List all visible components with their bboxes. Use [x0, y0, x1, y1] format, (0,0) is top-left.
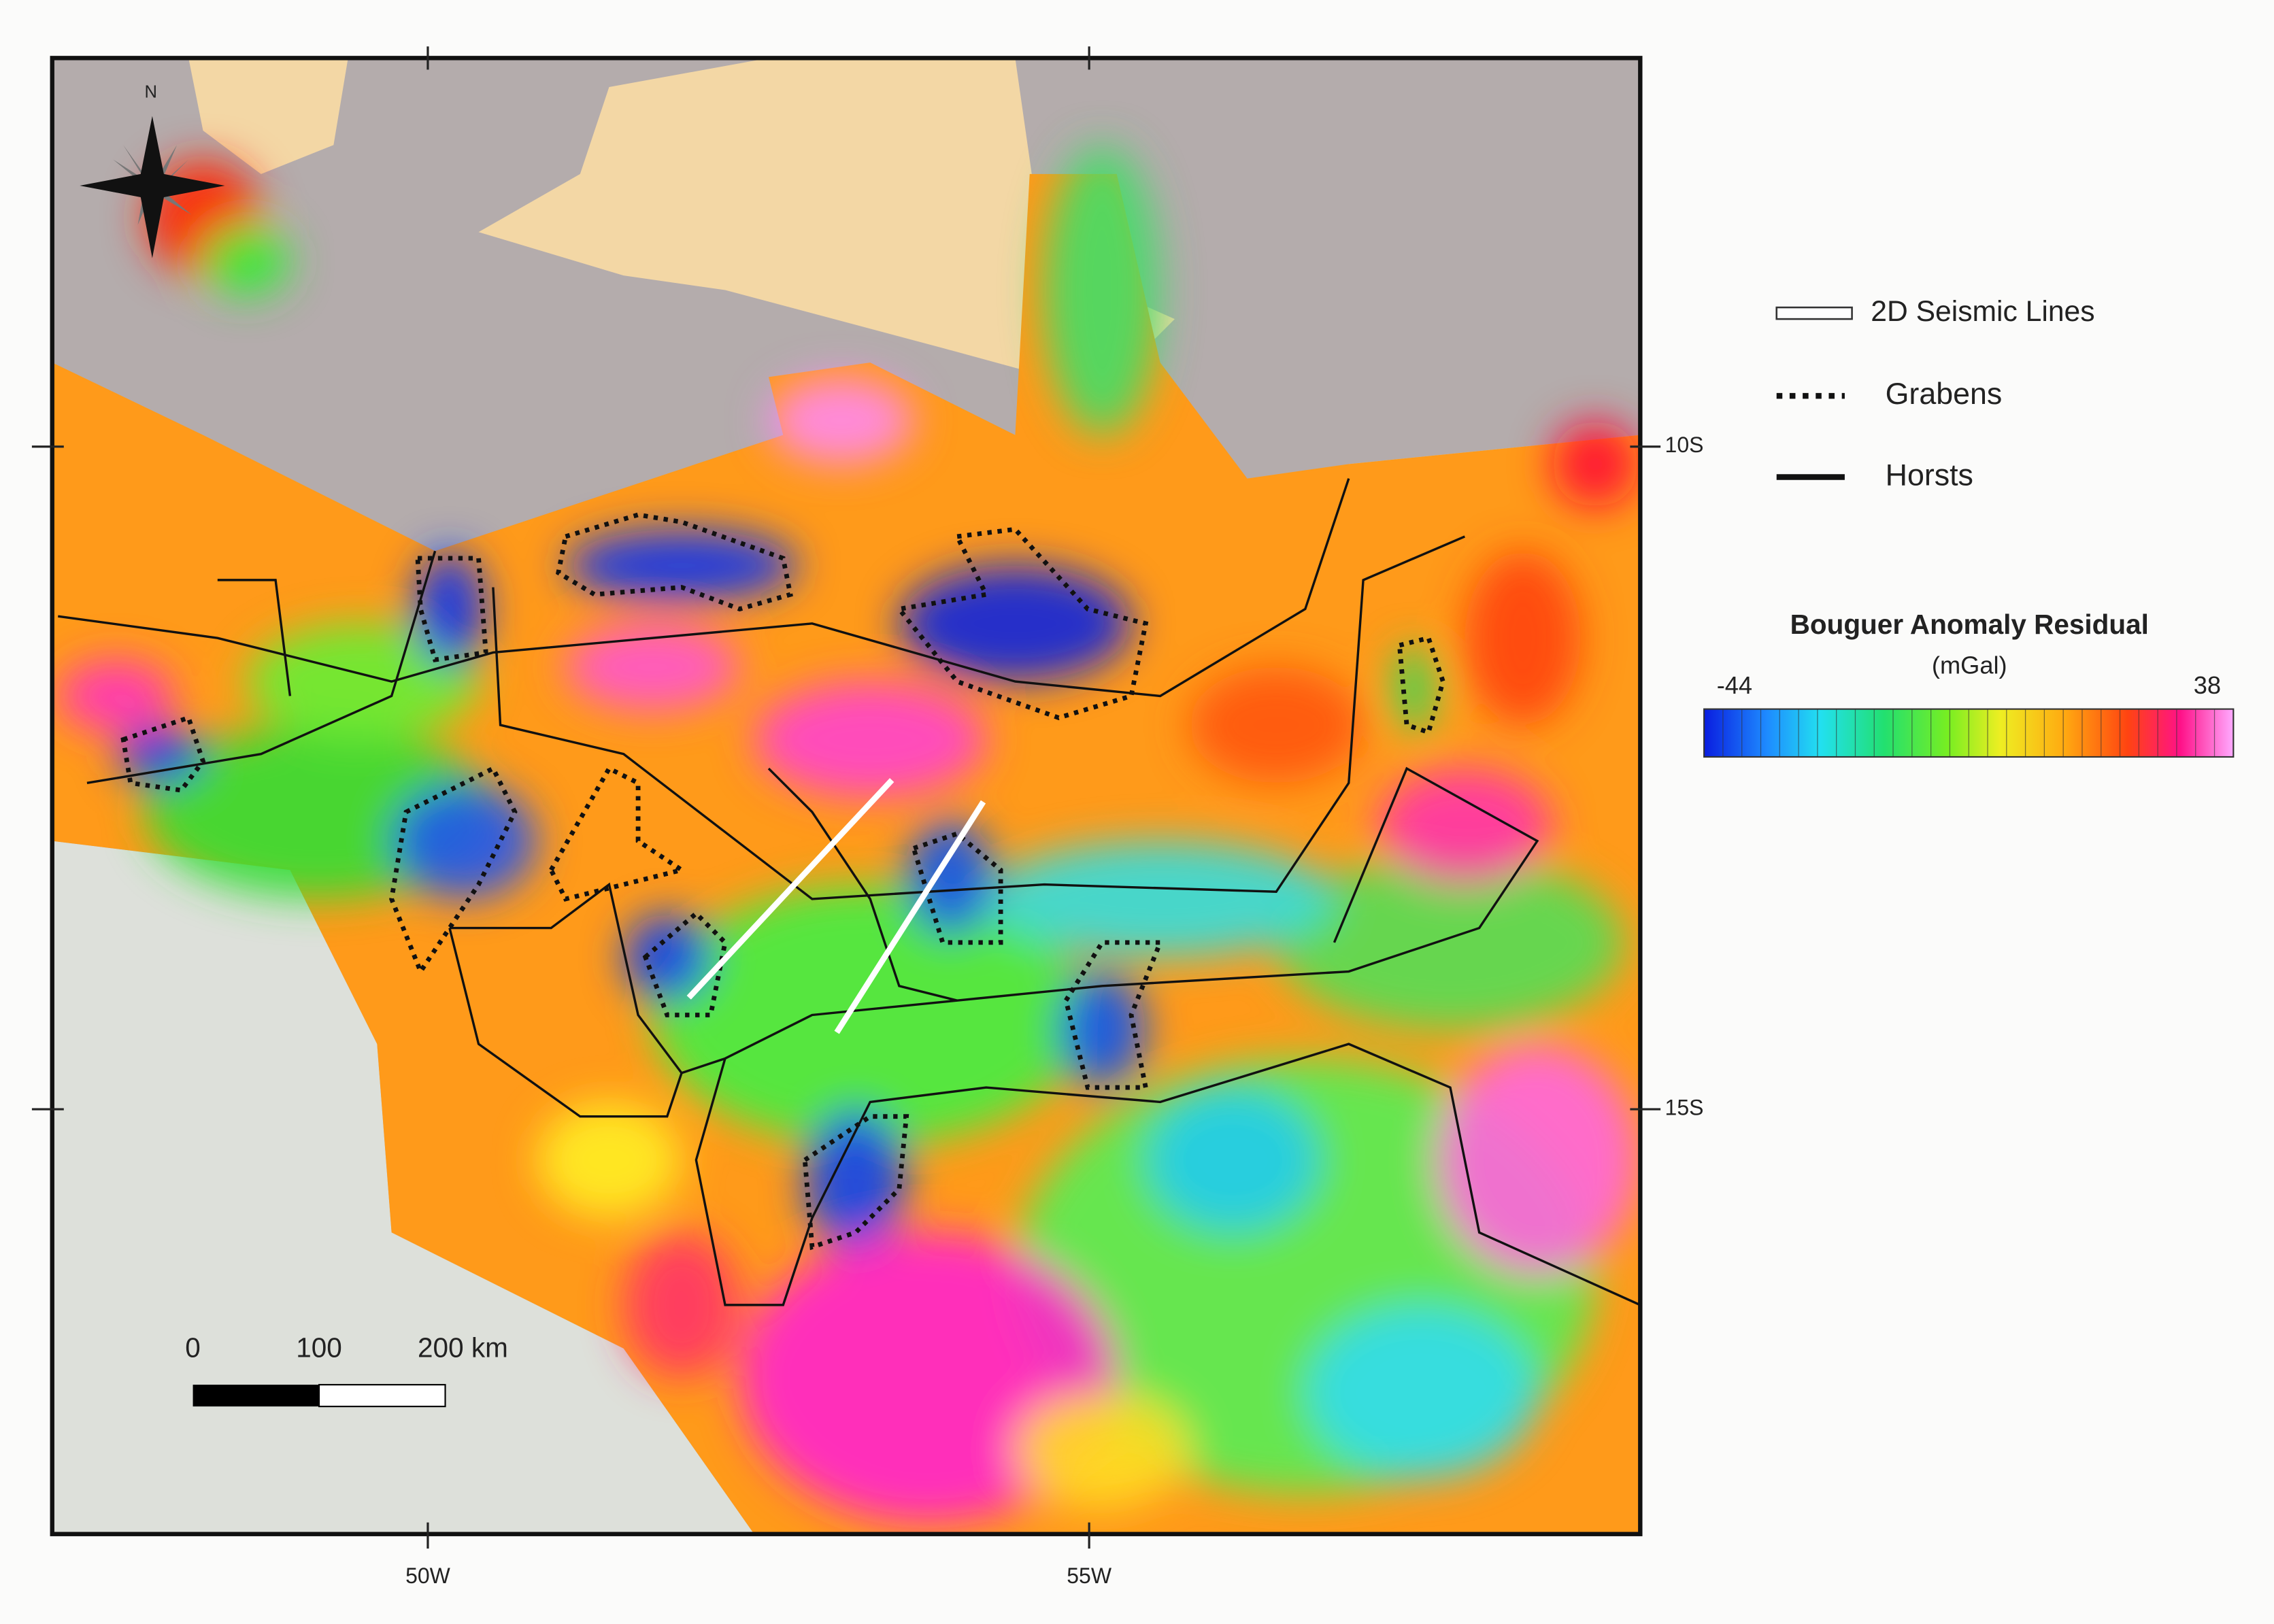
graben [894, 526, 1149, 721]
graben [120, 715, 206, 793]
horst-line [449, 766, 1539, 1075]
anomaly-blob [536, 1102, 682, 1218]
graben [642, 910, 728, 1017]
land-tan [478, 58, 1175, 392]
anomaly-blob [1189, 666, 1364, 783]
anomaly-blob [652, 884, 1088, 1146]
anomaly-blob [1435, 1044, 1639, 1276]
graben [415, 556, 488, 662]
anomaly-blob [58, 660, 174, 732]
scale-label: 100 [296, 1332, 342, 1364]
colorbar-title: Bouguer Anomaly Residual [1790, 609, 2149, 640]
latitude-label: 10S [1665, 433, 1704, 457]
longitude-label: 50W [405, 1563, 451, 1588]
legend-label: Grabens [1886, 377, 2003, 411]
anomaly-blob [986, 841, 1335, 958]
basemap-light [52, 841, 754, 1534]
anomaly-blob [768, 377, 914, 464]
anomaly-blob [899, 565, 1131, 682]
anomaly-pattern [58, 145, 1639, 1523]
anomaly-blob [1015, 1391, 1190, 1508]
north-label: N [144, 82, 156, 101]
colorbar-dividers [1722, 709, 2216, 757]
graben [1063, 940, 1164, 1090]
anomaly-blob [623, 913, 711, 1001]
seismic-line [686, 778, 894, 1000]
scale-label: 200 km [418, 1332, 508, 1364]
legend-label: Horsts [1886, 458, 1973, 492]
north-arrow: N [80, 82, 225, 258]
horst-line [695, 1043, 1641, 1306]
anomaly-blob [246, 623, 479, 740]
legend-label: 2D Seismic Lines [1871, 295, 2094, 328]
grabens [120, 512, 1445, 1251]
anomaly-blob [1465, 551, 1581, 726]
horst-line [217, 579, 292, 696]
seismic-line [834, 800, 986, 1034]
horst-line [767, 767, 958, 1002]
legend: 2D Seismic Lines Grabens Horsts Bouguer … [1703, 295, 2235, 758]
horst-line [492, 535, 1466, 900]
anomaly-blob [754, 681, 986, 798]
horsts [58, 478, 1641, 1306]
horst-line [58, 478, 1350, 698]
anomaly-blob [1305, 1304, 1537, 1479]
scale-bar: 0 100 200 km [185, 1332, 508, 1408]
graticule-ticks [31, 46, 1661, 1549]
scale-segment [193, 1385, 320, 1407]
anomaly-blob [116, 725, 203, 783]
anomaly-blob [1044, 145, 1160, 435]
graben [389, 765, 518, 977]
horst-line [448, 928, 683, 1118]
longitude-label: 55W [1067, 1563, 1112, 1588]
anomaly-blob [805, 1109, 907, 1255]
colorbar-max: 38 [2194, 671, 2221, 699]
map-area [52, 58, 1641, 1534]
anomaly-blob [1276, 855, 1624, 1030]
anomaly-blob [391, 783, 537, 899]
anomaly-blob [1552, 420, 1639, 508]
anomaly-blob [565, 623, 740, 711]
seismic-lines [686, 778, 986, 1034]
colorbar-unit: (mGal) [1932, 651, 2007, 679]
horst-line [86, 550, 437, 785]
legend-seismic-symbol [1775, 306, 1853, 320]
anomaly-blob [203, 224, 290, 298]
graben [548, 765, 688, 902]
map-frame [50, 56, 1643, 1536]
land-tan [188, 58, 348, 174]
graben [802, 1114, 909, 1251]
anomaly-blob [565, 529, 798, 602]
north-arrow-star [80, 116, 225, 258]
scale-label: 0 [185, 1332, 201, 1364]
colorbar-min: -44 [1717, 671, 1752, 699]
anomaly-blob [413, 551, 486, 667]
anomaly-blob [1146, 1087, 1320, 1233]
anomaly-blob [623, 1232, 740, 1378]
graben [556, 512, 793, 612]
scale-segment [318, 1384, 446, 1408]
latitude-label: 15S [1665, 1096, 1704, 1120]
graben [1397, 635, 1445, 736]
anomaly-blob [1377, 768, 1552, 885]
anomaly-blob [906, 819, 994, 936]
anomaly-blob [1392, 645, 1436, 732]
